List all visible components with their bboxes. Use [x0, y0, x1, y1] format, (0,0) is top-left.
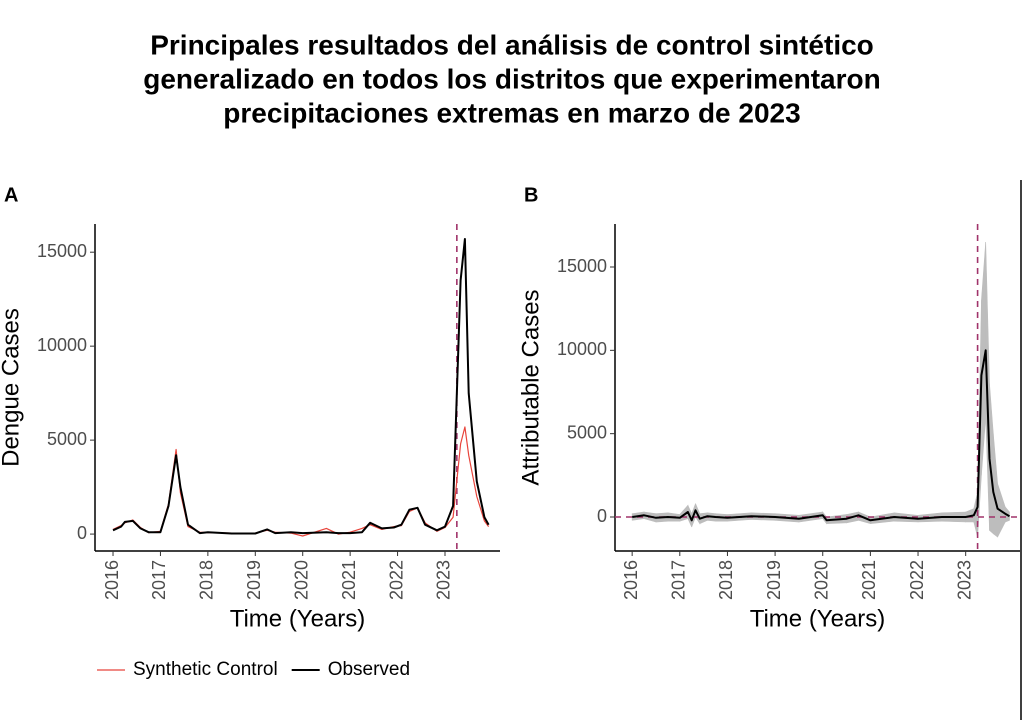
x-tick-label: 2023 — [954, 560, 974, 600]
data-line — [112, 238, 490, 535]
x-tick-label: 2021 — [339, 560, 359, 600]
x-tick-label: 2020 — [811, 560, 831, 600]
x-tick-label: 2017 — [669, 560, 689, 600]
data-line — [632, 349, 1011, 522]
legend-label: Observed — [328, 659, 410, 680]
x-tick-label: 2020 — [291, 560, 311, 600]
y-tick-label: 10000 — [37, 335, 87, 355]
y-tick-label: 15000 — [37, 241, 87, 261]
chart-title: Principales resultados del análisis de c… — [150, 29, 874, 60]
chart-title: generalizado en todos los distritos que … — [143, 63, 880, 94]
x-tick-label: 2019 — [244, 560, 264, 600]
y-tick-label: 10000 — [557, 339, 607, 359]
chart-title: precipitaciones extremas en marzo de 202… — [223, 97, 800, 128]
x-tick-label: 2023 — [434, 560, 454, 600]
panel-label: B — [524, 184, 538, 206]
x-axis-title: Time (Years) — [230, 605, 366, 632]
x-tick-label: 2016 — [621, 560, 641, 600]
panel-label: A — [4, 184, 18, 206]
y-axis-title: Dengue Cases — [0, 308, 24, 467]
x-tick-label: 2021 — [859, 560, 879, 600]
y-tick-label: 0 — [77, 523, 87, 543]
y-tick-label: 0 — [597, 506, 607, 526]
x-tick-label: 2017 — [149, 560, 169, 600]
data-line — [112, 426, 490, 537]
y-tick-label: 5000 — [47, 429, 87, 449]
confidence-band — [993, 433, 998, 538]
x-tick-label: 2019 — [764, 560, 784, 600]
x-tick-label: 2016 — [102, 560, 122, 600]
x-tick-label: 2022 — [386, 560, 406, 600]
x-axis-title: Time (Years) — [750, 605, 886, 632]
legend-label: Synthetic Control — [133, 659, 278, 680]
y-tick-label: 5000 — [567, 422, 607, 442]
y-axis-title: Attributable Cases — [517, 289, 544, 485]
x-tick-label: 2018 — [716, 560, 736, 600]
x-tick-label: 2022 — [907, 560, 927, 600]
x-tick-label: 2018 — [197, 560, 217, 600]
y-tick-label: 15000 — [557, 256, 607, 276]
